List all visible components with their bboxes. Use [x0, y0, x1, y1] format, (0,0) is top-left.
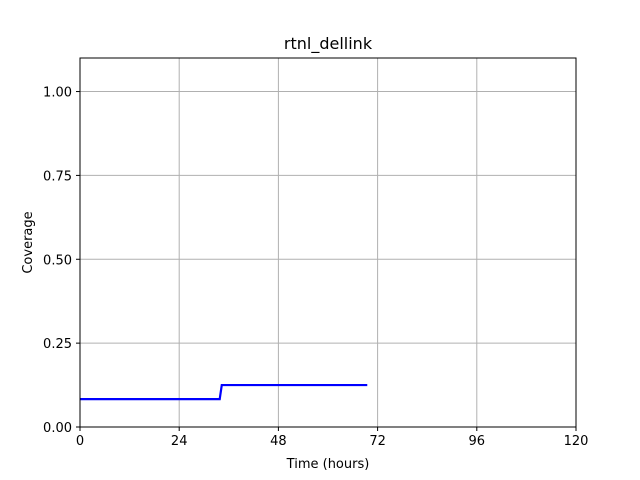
plot-frame: [79, 57, 577, 428]
y-axis-label: Coverage: [21, 211, 36, 273]
x-tick-label: 24: [171, 434, 188, 449]
chart-title: rtnl_dellink: [284, 34, 373, 54]
y-tick-label: 0.50: [43, 253, 72, 268]
x-tick-label: 48: [270, 434, 287, 449]
x-tick-label: 72: [369, 434, 386, 449]
x-tick-label: 120: [564, 434, 589, 449]
y-tick-label: 1.00: [43, 86, 72, 101]
x-tick-label: 96: [469, 434, 486, 449]
y-axis: 0.00 0.25 0.50 0.75 1.00: [43, 86, 80, 436]
series-line: [80, 383, 368, 401]
y-tick-label: 0.75: [43, 169, 72, 184]
x-tick-label: 0: [76, 434, 84, 449]
y-tick-label: 0.00: [43, 421, 72, 436]
x-axis: 0 24 48 72 96 120: [76, 427, 589, 449]
x-axis-label: Time (hours): [286, 457, 370, 472]
series-layer: [80, 383, 368, 401]
y-tick-label: 0.25: [43, 337, 72, 352]
